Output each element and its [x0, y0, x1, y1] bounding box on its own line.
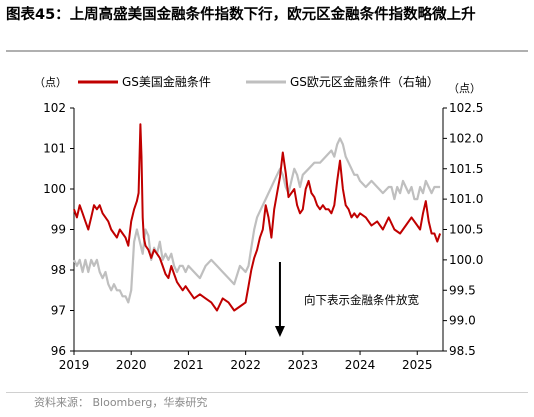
y-right-tick-label: 100.0 — [449, 253, 483, 267]
x-tick-label: 2024 — [345, 358, 376, 372]
title-divider — [6, 50, 528, 52]
annotation-text: 向下表示金融条件放宽 — [304, 293, 419, 307]
x-tick-label: 2025 — [402, 358, 433, 372]
y-right-tick-label: 102.5 — [449, 101, 483, 115]
chart-title: 图表45：上周高盛美国金融条件指数下行，欧元区金融条件指数略微上升 — [6, 4, 528, 26]
y-right-unit-label: （点） — [448, 82, 481, 95]
x-tick-label: 2022 — [230, 358, 261, 372]
y-left-tick-label: 101 — [43, 142, 66, 156]
series-line — [73, 123, 442, 312]
source-divider — [6, 392, 528, 393]
y-left-tick-label: 96 — [51, 344, 66, 358]
y-left-tick-label: 100 — [43, 182, 66, 196]
chart-title-label: 图表45： — [6, 7, 70, 23]
y-left-tick-label: 102 — [43, 101, 66, 115]
y-right-tick-label: 98.5 — [449, 344, 476, 358]
y-right-tick-label: 100.5 — [449, 223, 483, 237]
chart-axes — [70, 107, 447, 355]
y-left-tick-label: 99 — [51, 223, 66, 237]
legend-label: GS欧元区金融条件（右轴） — [290, 74, 439, 89]
x-tick-label: 2021 — [173, 358, 204, 372]
y-right-tick-label: 99.0 — [449, 314, 476, 328]
title-block: 图表45：上周高盛美国金融条件指数下行，欧元区金融条件指数略微上升 — [6, 4, 528, 26]
chart-labels: 96 97 98 99 100 101 102 98.5 99.0 99.5 100.0 100.5 1… — [34, 74, 483, 372]
y-right-tick-label: 101.0 — [449, 192, 483, 206]
y-right-tick-label: 102.0 — [449, 131, 483, 145]
y-left-tick-label: 97 — [51, 304, 66, 318]
series-line — [73, 137, 441, 304]
y-left-unit-label: （点） — [34, 76, 67, 89]
source-note: 资料来源： Bloomberg，华泰研究 — [34, 396, 208, 409]
annotation-arrowhead — [274, 326, 285, 337]
x-tick-label: 2019 — [59, 358, 90, 372]
x-tick-label: 2020 — [116, 358, 147, 372]
legend-label: GS美国金融条件 — [122, 74, 211, 89]
y-left-tick-label: 98 — [51, 263, 66, 277]
chart-series — [73, 123, 442, 312]
y-right-tick-label: 99.5 — [449, 283, 476, 297]
y-right-tick-label: 101.5 — [449, 162, 483, 176]
chart-title-text: 上周高盛美国金融条件指数下行，欧元区金融条件指数略微上升 — [69, 7, 476, 23]
x-tick-label: 2023 — [288, 358, 319, 372]
